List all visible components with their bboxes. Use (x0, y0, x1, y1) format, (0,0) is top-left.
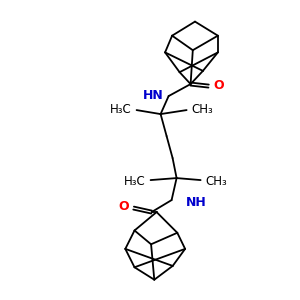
Text: NH: NH (186, 196, 206, 208)
Text: CH₃: CH₃ (192, 103, 213, 116)
Text: O: O (118, 200, 129, 213)
Text: H₃C: H₃C (124, 175, 146, 188)
Text: O: O (213, 79, 224, 92)
Text: CH₃: CH₃ (206, 175, 227, 188)
Text: H₃C: H₃C (110, 103, 132, 116)
Text: HN: HN (143, 88, 164, 102)
